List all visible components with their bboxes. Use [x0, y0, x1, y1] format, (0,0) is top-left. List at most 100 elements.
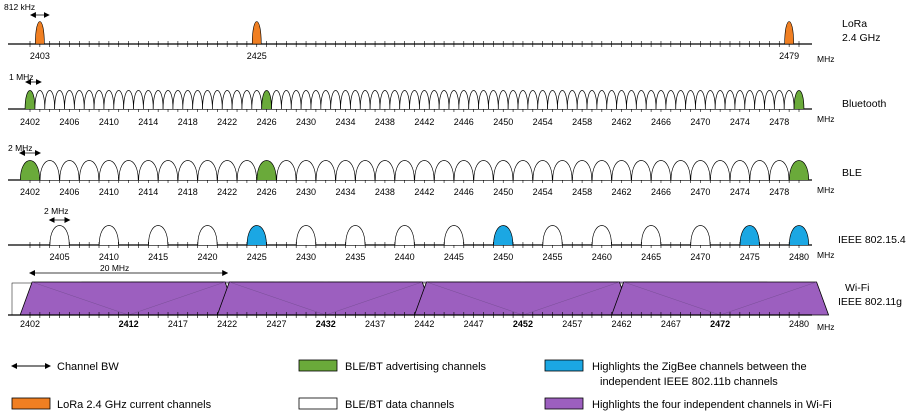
bt-data-channel — [399, 90, 410, 110]
ble-data-channel — [217, 160, 238, 181]
tick-label: 2422 — [217, 187, 237, 197]
bt-data-channel — [231, 90, 243, 110]
ble-data-channel — [98, 160, 119, 181]
lora-row: MHz 2403 2425 2479 812 kHz — [4, 2, 834, 64]
bt-data-channel — [330, 90, 341, 110]
tick-label: 2480 — [789, 252, 809, 262]
tick-label: 2406 — [59, 187, 79, 197]
bt-data-channel — [458, 90, 470, 110]
wifi-independent-channel — [19, 281, 238, 316]
wifi-overlap-line — [325, 281, 423, 316]
tick-label: 2425 — [247, 252, 267, 262]
tick-label: 2478 — [769, 117, 789, 127]
bt-data-channel — [428, 90, 440, 110]
bt-data-channel — [369, 90, 381, 110]
bt-data-channel — [54, 90, 65, 110]
wifi-overlap-line — [128, 281, 226, 316]
ble-data-channel — [79, 160, 100, 181]
bt-data-channel — [626, 90, 637, 110]
bt-data-channel — [182, 90, 194, 110]
legend-ble-data-swatch — [298, 397, 338, 410]
tick-label: 2442 — [414, 117, 434, 127]
lora-channel — [784, 21, 794, 45]
zigbee-channel — [443, 225, 464, 246]
bt-data-channel — [448, 90, 460, 110]
tick-label: 2452 — [513, 319, 533, 329]
tick-label: 2450 — [493, 117, 513, 127]
zigbee-channel — [591, 225, 612, 246]
bt-data-channel — [527, 90, 539, 110]
bt-data-channel — [359, 90, 371, 110]
tick-label: 2417 — [168, 319, 188, 329]
tick-label: 2457 — [562, 319, 582, 329]
wifi-overlap-line — [522, 281, 620, 316]
ble-data-channel — [138, 160, 159, 181]
bw-annotation: 20 MHz — [100, 263, 129, 273]
tick-label: 2403 — [30, 51, 50, 61]
zigbee-channel — [296, 225, 317, 246]
bt-data-channel — [83, 90, 95, 110]
tick-label: 2447 — [464, 319, 484, 329]
bt-data-channel — [497, 90, 509, 110]
bluetooth-row-label: Bluetooth — [842, 98, 887, 110]
bt-data-channel — [64, 90, 75, 110]
bt-data-channel — [290, 90, 302, 110]
tick-label: 2426 — [257, 187, 277, 197]
bt-data-channel — [704, 90, 716, 110]
zigbee-channel — [690, 225, 711, 246]
unit-label: MHz — [817, 185, 834, 195]
tick-label: 2474 — [730, 187, 750, 197]
ble-data-channel — [355, 160, 376, 181]
tick-label: 2414 — [138, 117, 158, 127]
zigbee-highlighted-channel — [788, 225, 810, 246]
ble-data-channel — [611, 160, 632, 181]
zigbee-highlighted-channel — [493, 225, 514, 246]
ble-data-channel — [493, 160, 514, 181]
bt-data-channel — [488, 90, 499, 110]
tick-label: 2458 — [572, 117, 592, 127]
bt-data-channel — [340, 90, 351, 110]
legend-zigbee-label-1: Highlights the ZigBee channels between t… — [592, 361, 807, 373]
wifi-overlap-line — [32, 281, 129, 316]
wifi-independent-channel — [216, 281, 435, 316]
tick-label: 2465 — [641, 252, 661, 262]
lora-channel — [35, 21, 45, 45]
wifi-row: MHz 2402 2412 2417 2422 2427 2432 2437 2442 2447 2… — [8, 263, 834, 332]
bt-advertising-channel — [261, 90, 272, 110]
bt-data-channel — [537, 90, 548, 110]
tick-label: 2462 — [612, 187, 632, 197]
tick-label: 2402 — [20, 187, 40, 197]
unit-label: MHz — [817, 114, 834, 124]
tick-label: 2412 — [119, 319, 139, 329]
ble-data-channel — [296, 160, 317, 181]
ble-data-channel — [374, 160, 395, 181]
tick-label: 2430 — [296, 117, 316, 127]
bt-data-channel — [93, 90, 105, 110]
tick-label: 2427 — [266, 319, 286, 329]
zigbee-channel — [345, 225, 366, 246]
tick-label: 2437 — [365, 319, 385, 329]
bt-data-channel — [665, 90, 677, 110]
legend-lora-swatch — [11, 397, 51, 410]
legend-ble-data-label: BLE/BT data channels — [345, 399, 455, 411]
tick-label: 2425 — [247, 51, 267, 61]
tick-label: 2415 — [148, 252, 168, 262]
bt-data-channel — [379, 90, 391, 110]
tick-label: 2430 — [296, 187, 316, 197]
unit-label: MHz — [817, 250, 834, 260]
ble-advertising-channel — [256, 160, 277, 181]
tick-label: 2474 — [730, 117, 750, 127]
ble-data-channel — [177, 160, 198, 181]
bt-data-channel — [172, 90, 184, 110]
bt-data-channel — [192, 90, 203, 110]
ble-data-channel — [650, 160, 671, 181]
tick-label: 2430 — [296, 252, 316, 262]
bt-data-channel — [143, 90, 154, 110]
bt-data-channel — [557, 90, 568, 110]
tick-label: 2434 — [335, 187, 355, 197]
ble-data-channel — [473, 160, 494, 181]
tick-label: 2475 — [740, 252, 760, 262]
unit-label: MHz — [817, 54, 834, 64]
ble-data-channel — [118, 160, 139, 181]
bw-annotation: 2 MHz — [8, 143, 33, 153]
